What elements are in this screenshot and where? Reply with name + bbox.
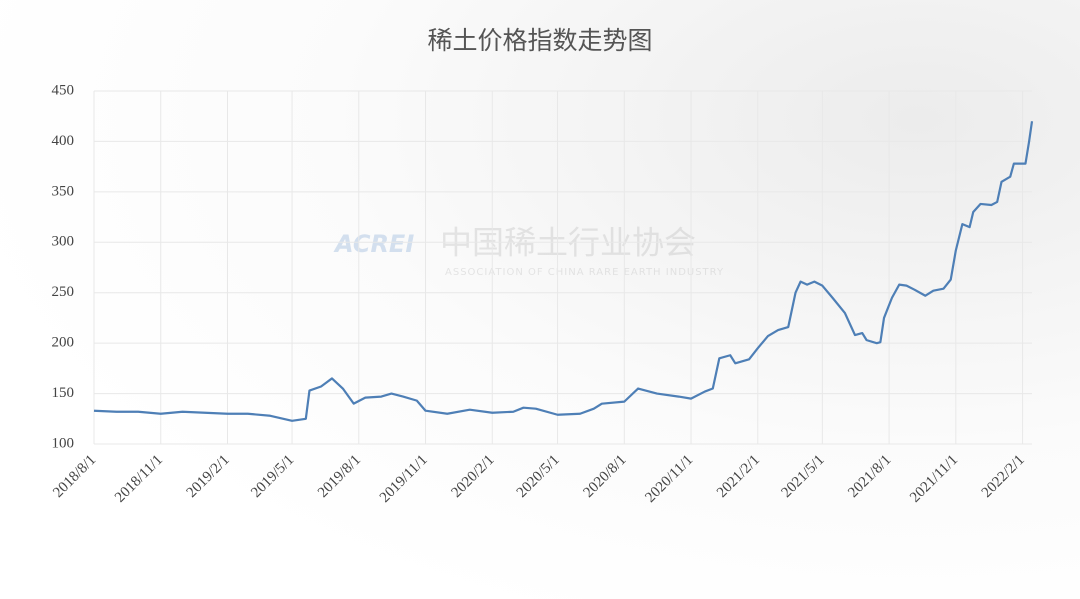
y-tick-label: 300 [52, 234, 75, 250]
y-tick-label: 200 [52, 335, 75, 351]
chart-title: 稀土价格指数走势图 [427, 26, 652, 55]
watermark-logo: ACREI [333, 230, 414, 258]
y-tick-label: 250 [52, 284, 75, 300]
y-tick-label: 450 [52, 82, 75, 98]
line-series [93, 121, 1034, 422]
watermark-english: ASSOCIATION OF CHINA RARE EARTH INDUSTRY [445, 267, 724, 278]
y-tick-label: 400 [52, 133, 75, 149]
y-tick-label: 100 [52, 435, 75, 451]
y-tick-label: 350 [52, 183, 75, 199]
y-tick-label: 150 [52, 385, 75, 401]
